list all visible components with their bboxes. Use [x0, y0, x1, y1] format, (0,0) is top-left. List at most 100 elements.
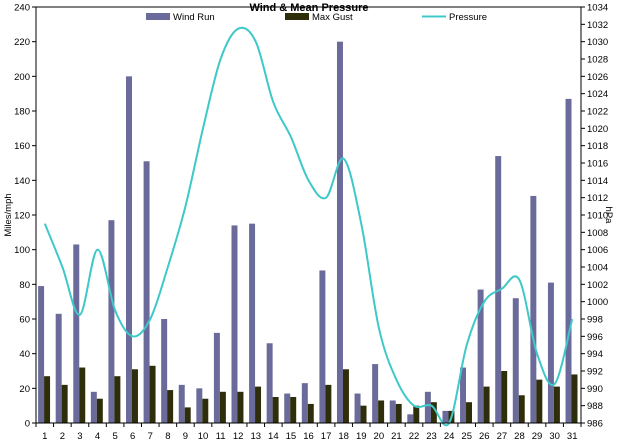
x-tick-label: 1	[42, 431, 47, 442]
y2-tick-label: 1024	[587, 89, 608, 100]
wind-run-bar	[249, 223, 256, 423]
y2-tick-label: 1016	[587, 159, 608, 170]
max-gust-bar	[96, 398, 103, 423]
wind-run-bar	[460, 367, 467, 423]
legend-label-wind-run: Wind Run	[173, 12, 215, 23]
max-gust-bar	[184, 407, 191, 423]
x-tick-label: 15	[286, 431, 297, 442]
x-tick-label: 28	[514, 431, 525, 442]
wind-run-bar	[73, 244, 80, 423]
y2-tick-label: 1002	[587, 280, 608, 291]
y2-tick-label: 1034	[587, 3, 608, 14]
x-tick-label: 19	[356, 431, 367, 442]
axes: 0204060801001201401601802002202409869889…	[14, 3, 608, 443]
max-gust-bar	[571, 374, 578, 423]
wind-run-bar	[442, 410, 449, 423]
x-tick-label: 16	[303, 431, 314, 442]
x-tick-label: 21	[391, 431, 402, 442]
y2-tick-label: 1004	[587, 263, 608, 274]
wind-run-bar	[301, 383, 308, 423]
max-gust-bar	[360, 405, 367, 423]
y2-tick-label: 1032	[587, 20, 608, 31]
x-tick-label: 5	[112, 431, 117, 442]
max-gust-bar	[114, 376, 121, 423]
y2-tick-label: 1008	[587, 228, 608, 239]
max-gust-bar	[61, 384, 68, 423]
wind-run-bar	[284, 393, 291, 423]
y2-tick-label: 1010	[587, 211, 608, 222]
pressure-line	[43, 26, 574, 427]
wind-run-bar	[389, 400, 396, 423]
y2-tick-label: 1000	[587, 297, 608, 308]
y-tick-label: 240	[14, 3, 30, 14]
wind-run-bar	[213, 332, 220, 423]
y2-tick-label: 1014	[587, 176, 608, 187]
x-tick-label: 31	[567, 431, 578, 442]
y2-tick-label: 998	[587, 315, 603, 326]
wind-run-bar	[38, 286, 45, 423]
legend-swatch-max-gust	[285, 13, 309, 20]
max-gust-bar	[149, 365, 156, 423]
x-tick-label: 27	[497, 431, 508, 442]
y-tick-label: 40	[19, 349, 30, 360]
wind-run-bar	[336, 41, 343, 424]
wind-run-bar	[161, 319, 168, 423]
x-tick-label: 20	[374, 431, 385, 442]
y-tick-label: 140	[14, 176, 30, 187]
max-gust-bar	[378, 400, 385, 423]
wind-run-bar	[424, 391, 431, 423]
max-gust-bar	[167, 390, 174, 423]
y2-tick-label: 1026	[587, 72, 608, 83]
max-gust-bar	[307, 403, 314, 423]
wind-run-bar	[108, 220, 115, 423]
y-tick-label: 120	[14, 211, 30, 222]
x-tick-label: 11	[216, 431, 226, 442]
y-tick-label: 200	[14, 72, 30, 83]
max-gust-bar	[342, 369, 349, 423]
y2-tick-label: 986	[587, 419, 603, 430]
wind-run-bar	[565, 98, 572, 423]
x-tick-label: 13	[250, 431, 261, 442]
max-gust-bar	[237, 391, 244, 423]
x-tick-label: 12	[233, 431, 244, 442]
x-tick-label: 26	[479, 431, 490, 442]
max-gust-bar	[44, 376, 51, 423]
y2-tick-label: 990	[587, 384, 603, 395]
y2-tick-label: 1028	[587, 55, 608, 66]
x-tick-label: 6	[130, 431, 135, 442]
legend-swatch-wind-run	[146, 13, 170, 20]
wind-run-bar	[372, 364, 379, 423]
max-gust-bar	[413, 405, 420, 423]
x-tick-label: 25	[461, 431, 472, 442]
y2-axis-title: hPa	[603, 207, 614, 225]
max-gust-bar	[79, 367, 86, 423]
y2-tick-label: 1012	[587, 193, 608, 204]
y2-tick-label: 1022	[587, 107, 608, 118]
y-tick-label: 80	[19, 280, 30, 291]
max-gust-bar	[518, 395, 525, 423]
wind-run-bar	[178, 384, 185, 423]
y-axis-title: Miles/mph	[3, 193, 14, 236]
x-tick-label: 2	[60, 431, 65, 442]
max-gust-bar	[219, 391, 226, 423]
max-gust-bar	[202, 398, 209, 423]
max-gust-bar	[395, 403, 402, 423]
max-gust-bar	[272, 397, 279, 423]
wind-run-bar	[547, 282, 554, 423]
max-gust-bar	[255, 386, 262, 423]
wind-run-bar	[231, 225, 238, 423]
x-tick-label: 4	[95, 431, 100, 442]
wind-run-bar	[196, 388, 203, 423]
wind-run-bar	[354, 393, 361, 423]
max-gust-bar	[553, 386, 560, 423]
max-gust-bar	[131, 369, 138, 423]
x-tick-label: 30	[549, 431, 560, 442]
x-tick-label: 9	[183, 431, 188, 442]
wind-run-bar	[266, 343, 273, 423]
wind-run-bar	[55, 313, 62, 423]
legend-label-max-gust: Max Gust	[312, 12, 353, 23]
wind-run-bar	[407, 414, 414, 423]
wind-run-bar	[512, 298, 519, 423]
x-tick-label: 14	[268, 431, 279, 442]
